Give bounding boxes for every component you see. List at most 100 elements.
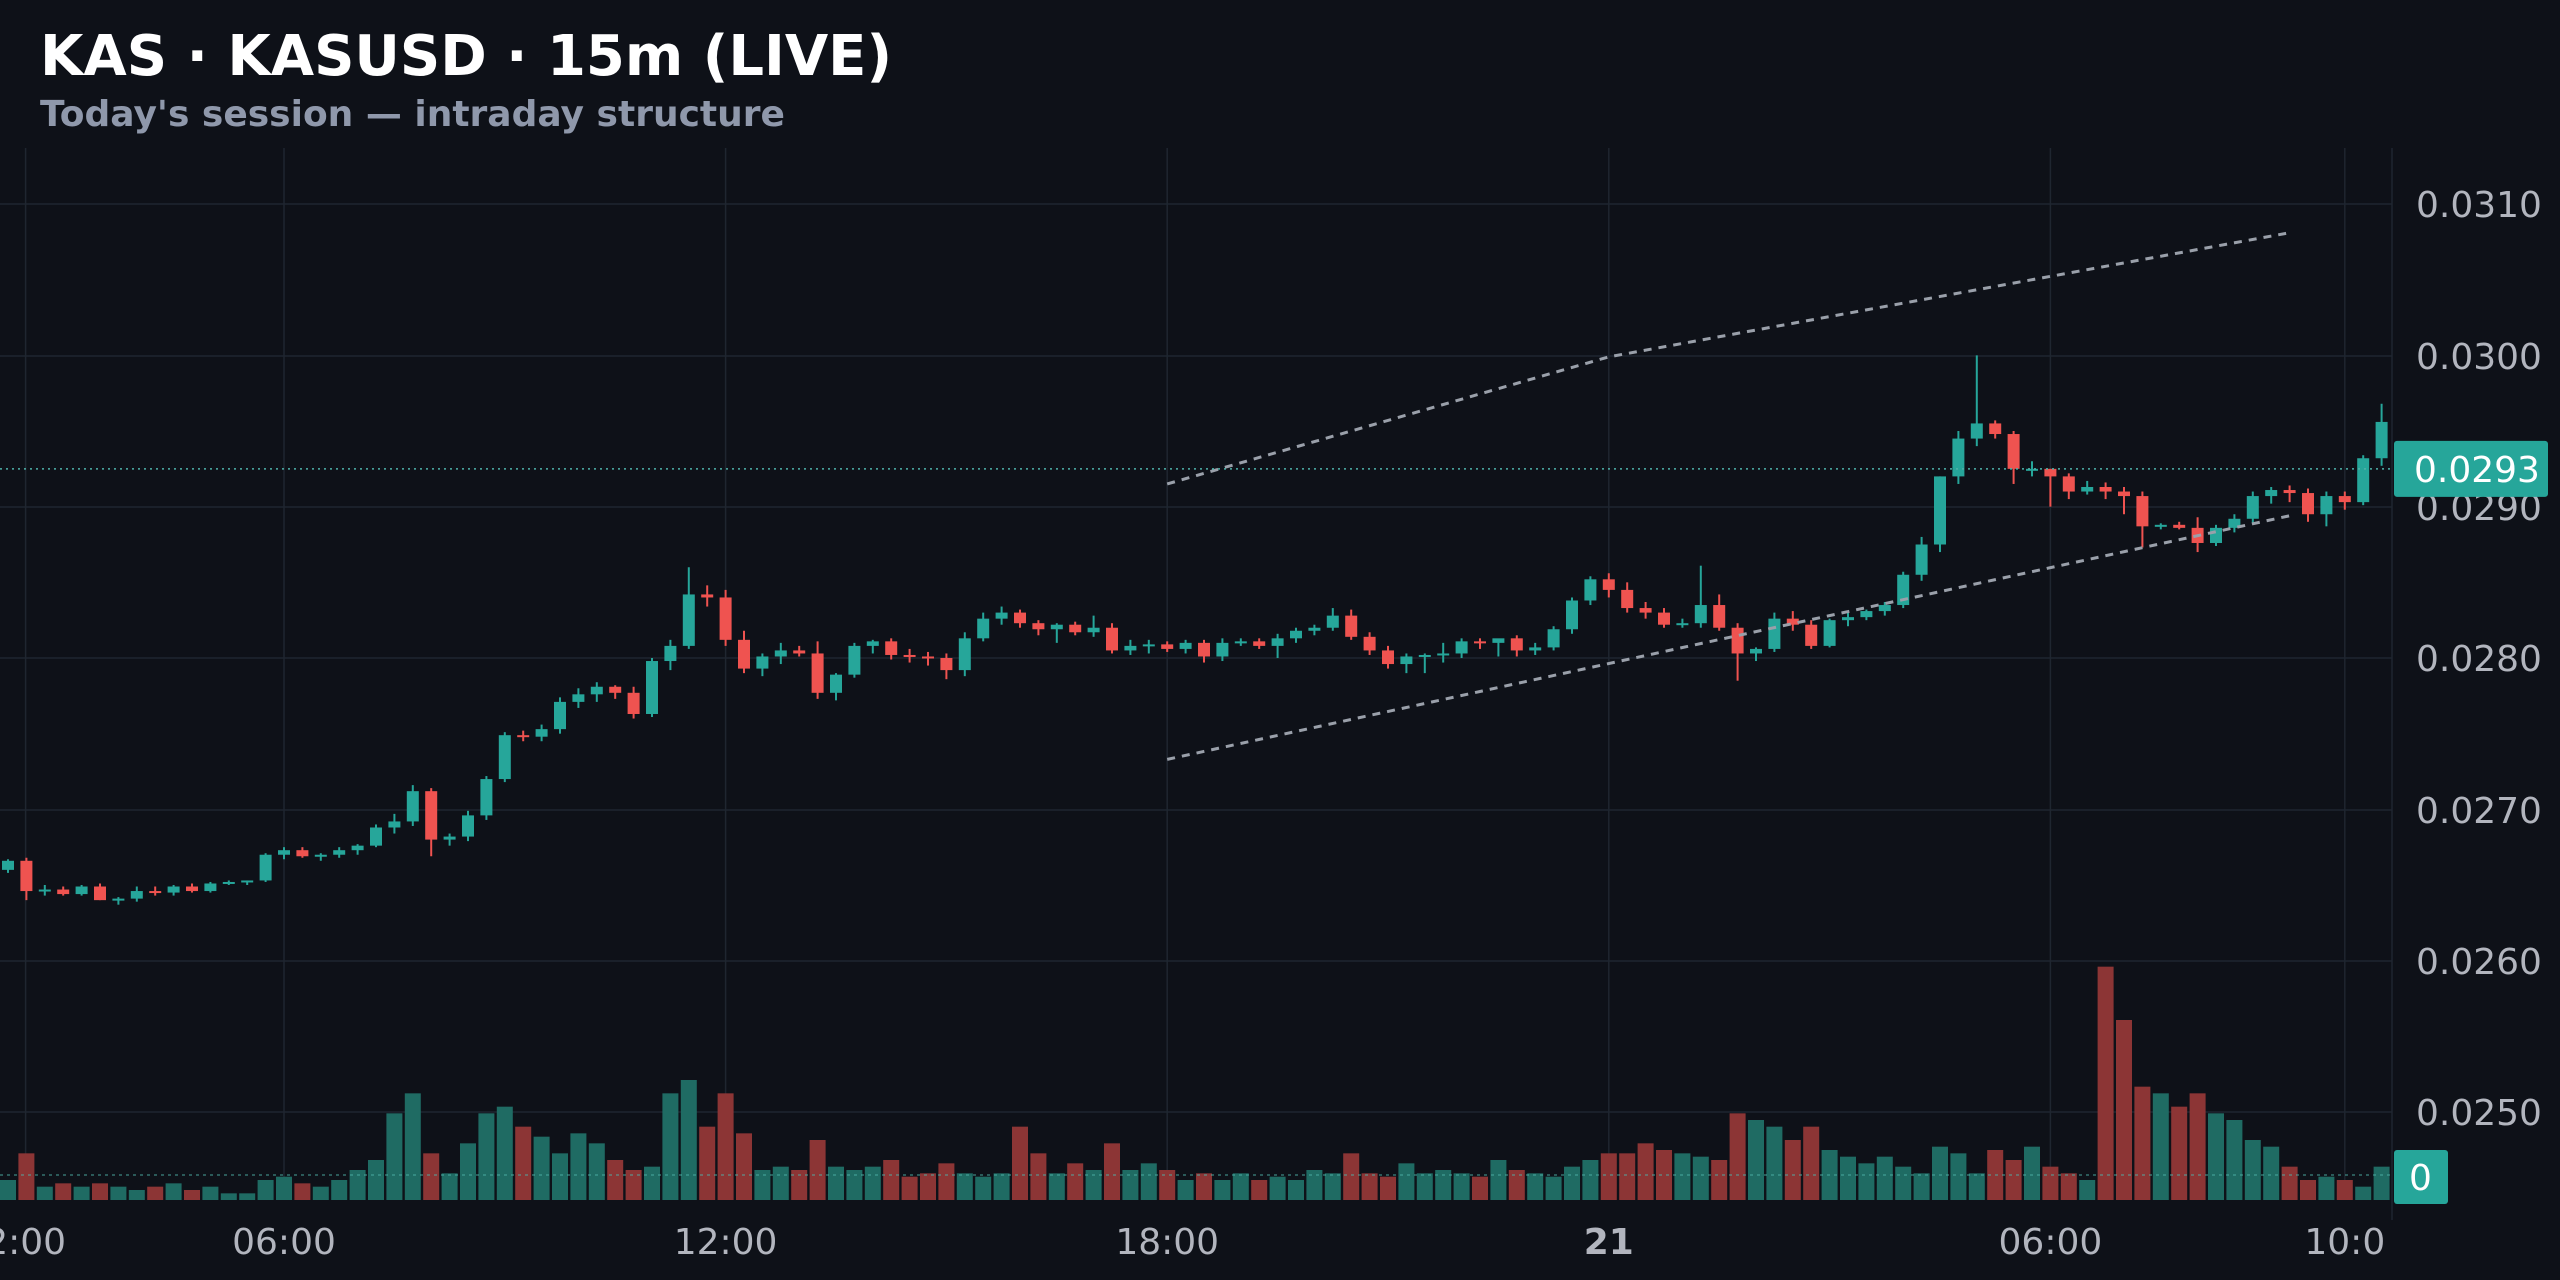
candle-body [94, 886, 106, 901]
candle [1179, 639, 1192, 654]
volume-bar [2281, 1166, 2298, 1200]
volume-bar [2005, 1160, 2022, 1200]
volume-bar [1361, 1173, 1378, 1200]
candle-body [370, 827, 382, 846]
volume-bar [1343, 1153, 1360, 1200]
candle-body [1492, 638, 1505, 643]
volume-bar [736, 1133, 752, 1200]
volume-bar [2263, 1146, 2280, 1200]
candle [1989, 420, 2002, 439]
candle [646, 658, 658, 718]
candle [75, 885, 88, 896]
volume-bar [92, 1183, 108, 1200]
volume-bar [1140, 1163, 1157, 1200]
candle-body [149, 891, 162, 894]
volume-bar [1600, 1153, 1617, 1200]
candle-body [2044, 468, 2057, 477]
last-price-badge: 0.0293 [2394, 440, 2548, 497]
volume-bar [1508, 1170, 1525, 1200]
candle [1032, 620, 1045, 636]
candle-body [480, 779, 493, 816]
volume-bar [1582, 1160, 1599, 1200]
candle [1216, 638, 1229, 662]
candle [351, 844, 364, 855]
candle-body [278, 850, 290, 855]
candle [885, 638, 898, 660]
volume-bar [1858, 1163, 1875, 1200]
candle-body [112, 898, 125, 901]
candle [2265, 486, 2278, 504]
volume-bar [1159, 1170, 1176, 1200]
candle-body [1437, 653, 1450, 656]
candle [1529, 642, 1542, 655]
candle [1842, 612, 1854, 627]
volume-bar [1232, 1173, 1249, 1200]
volume-bar [1674, 1153, 1691, 1200]
candle [1198, 639, 1210, 663]
candle [2246, 491, 2259, 524]
volume-bar [1968, 1173, 1985, 1200]
candle-body [1179, 642, 1192, 649]
candle-body [1676, 623, 1689, 626]
candle [1050, 623, 1063, 643]
volume-bar [128, 1190, 145, 1200]
time-tick-label: 06:00 [232, 1222, 336, 1263]
candle [57, 886, 70, 896]
candle-body [1216, 642, 1229, 657]
chart-title: KAS · KASUSD · 15m (LIVE) [40, 24, 893, 89]
volume-bar [570, 1133, 587, 1200]
candle-body [811, 653, 824, 693]
candle [1970, 355, 1983, 447]
volume-bar [864, 1166, 881, 1200]
volume-bar [1324, 1173, 1341, 1200]
candle-body [2154, 524, 2167, 527]
candle [903, 648, 916, 663]
volume-bar [1012, 1126, 1028, 1200]
volume-bar [2042, 1166, 2059, 1200]
volume-bar [165, 1183, 182, 1200]
candle [1308, 624, 1321, 636]
volume-bar [1288, 1180, 1304, 1200]
time-tick-label: 18:00 [1115, 1222, 1219, 1263]
volume-bar [1766, 1126, 1783, 1200]
volume-bar [1122, 1170, 1139, 1200]
volume-bar [1932, 1146, 1948, 1200]
candle-body [2136, 496, 2149, 527]
volume-bar [644, 1166, 660, 1200]
candle [1694, 565, 1707, 628]
candle [333, 847, 346, 858]
volume-bar [2060, 1173, 2077, 1200]
volume-bar [699, 1126, 716, 1200]
candle [793, 645, 806, 657]
candle-body [1510, 638, 1523, 651]
candle [186, 883, 198, 893]
candle [443, 833, 456, 846]
volume-bar [1472, 1176, 1488, 1200]
candle [1345, 609, 1358, 640]
candle [1326, 608, 1339, 631]
price-tick-label: 0.0300 [2416, 337, 2542, 378]
candle-body [1970, 423, 1983, 439]
candle-body [1878, 605, 1891, 612]
candle [1547, 626, 1560, 651]
volume-bar [423, 1153, 440, 1200]
volume-bar [607, 1160, 624, 1200]
volume-bar [349, 1170, 366, 1200]
candle [554, 697, 566, 734]
candle-body [1768, 618, 1781, 649]
volume-bar [1435, 1170, 1452, 1200]
volume-badge: 0 [2394, 1150, 2448, 1204]
candle [922, 651, 934, 666]
price-tick-label: 0.0310 [2416, 185, 2542, 226]
candle-body [1694, 605, 1707, 624]
candle-body [1750, 648, 1762, 654]
candle [370, 824, 382, 848]
candle-body [1474, 641, 1486, 644]
volume-bar [1306, 1170, 1323, 1200]
volume-bar [1067, 1163, 1084, 1200]
volume-bar [938, 1163, 955, 1200]
candle [278, 847, 290, 860]
candle-body [922, 656, 934, 659]
volume-bar [1048, 1173, 1065, 1200]
